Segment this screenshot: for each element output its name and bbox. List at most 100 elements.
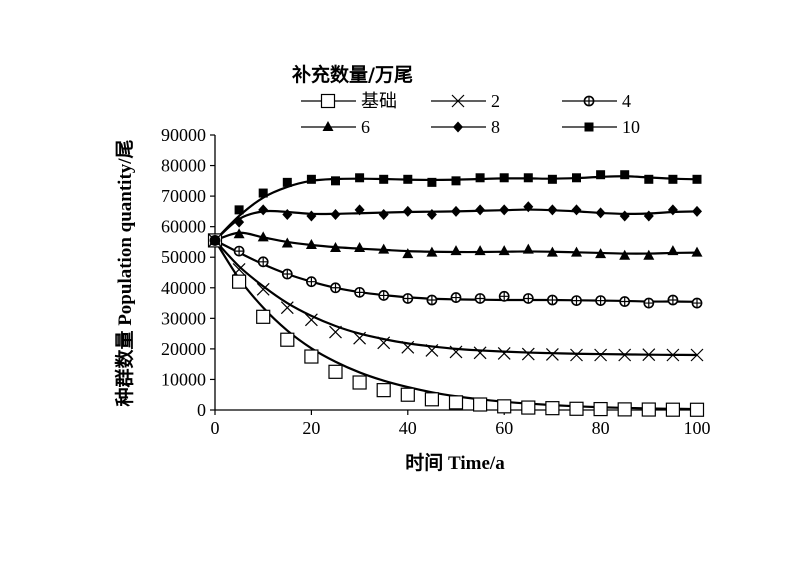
series-5-point [355, 173, 365, 183]
series-3-point [354, 242, 366, 253]
series-0-point [280, 332, 295, 347]
series-2-point [378, 290, 390, 301]
series-0-point [400, 387, 415, 402]
series-5-point [668, 174, 678, 184]
legend-marker-5 [584, 122, 594, 132]
y-axis-label: 种群数量 Population quantity/尾 [113, 139, 136, 407]
series-4-point [451, 205, 461, 217]
series-0-point [617, 402, 632, 417]
series-1-point [545, 347, 559, 361]
data-markers [207, 170, 705, 417]
series-5-point [282, 177, 292, 187]
series-1-point [425, 343, 439, 357]
series-5-point [258, 188, 268, 198]
series-5-point [475, 173, 485, 183]
series-2-point [619, 296, 631, 307]
legend-label-4: 8 [491, 117, 500, 137]
series-5-point [331, 176, 340, 186]
legend-label-0: 基础 [361, 91, 397, 111]
series-4-point [667, 204, 678, 216]
series-3-point [378, 243, 390, 254]
series-3-point [233, 228, 245, 239]
series-5-point [379, 174, 389, 184]
y-tick-label: 10000 [161, 369, 206, 389]
series-5-point [210, 235, 220, 245]
series-2-point [330, 282, 341, 294]
series-3-point [450, 245, 462, 256]
series-3-point [571, 246, 582, 257]
series-2-point [233, 245, 245, 257]
series-2-point [595, 295, 606, 307]
legend-label-2: 4 [622, 91, 631, 111]
series-0-point [521, 400, 536, 415]
series-3-point [281, 237, 293, 248]
series-0-point [448, 395, 464, 410]
series-0-point [424, 392, 439, 407]
x-tick-label: 100 [684, 418, 711, 438]
series-1-point [377, 336, 391, 350]
series-1-point [329, 325, 342, 339]
series-0-point [232, 274, 247, 289]
series-1-point [690, 348, 704, 362]
y-tick-label: 60000 [161, 217, 206, 237]
series-4-point [354, 204, 365, 216]
series-0-point [376, 383, 391, 398]
series-5-point [427, 177, 437, 187]
series-3-point [619, 249, 631, 260]
series-4-point [258, 204, 269, 216]
series-0-point [473, 397, 488, 412]
series-1-point [594, 348, 608, 362]
series-5-point [547, 174, 557, 184]
series-1-point [642, 348, 656, 362]
legend-label-1: 2 [491, 91, 500, 111]
series-5-point [523, 173, 533, 183]
series-4-point [282, 208, 293, 220]
series-1-point [521, 347, 535, 361]
series-0-point [665, 402, 681, 417]
series-5-point [692, 174, 702, 184]
series-4-point [426, 208, 437, 220]
series-5-point [451, 176, 461, 186]
series-2-point [474, 293, 486, 304]
series-5-point [596, 170, 606, 180]
x-axis-label: 时间 Time/a [405, 452, 505, 474]
series-4-point [619, 210, 630, 222]
series-5-point [499, 173, 509, 183]
legend: 基础 2 4 6 8 10 [301, 91, 640, 137]
series-1-point [304, 313, 318, 327]
series-4-point [692, 205, 702, 217]
series-2-point [426, 294, 438, 306]
series-1-point [401, 340, 415, 354]
series-5-point [403, 174, 413, 184]
series-4-point [402, 205, 413, 217]
series-3-point [498, 245, 510, 256]
series-3-point [330, 242, 341, 253]
series-1-point [353, 331, 367, 345]
series-line-1 [214, 239, 698, 357]
legend-label-3: 6 [361, 117, 370, 137]
legend-marker-3 [322, 121, 334, 131]
axes: 0 10000 20000 30000 40000 50000 60000 70000 8000… [161, 125, 711, 438]
series-0-point [256, 309, 271, 324]
series-2-point [257, 256, 269, 268]
y-tick-label: 30000 [161, 308, 206, 328]
series-1-point [280, 301, 294, 315]
series-2-point [354, 286, 365, 298]
series-4-point [330, 208, 341, 220]
series-line-0 [214, 239, 698, 411]
series-4-point [571, 204, 582, 216]
y-tick-label: 80000 [161, 156, 206, 176]
series-5-point [572, 173, 581, 183]
series-4-point [643, 210, 654, 222]
legend-marker-2 [583, 95, 595, 107]
x-tick-label: 20 [302, 418, 320, 438]
x-tick-label: 80 [592, 418, 610, 438]
series-1-point [449, 345, 463, 359]
series-4-point [499, 204, 510, 216]
series-3-point [522, 243, 534, 254]
series-1-point [256, 282, 270, 296]
series-4-point [378, 208, 389, 220]
series-0-point [304, 349, 319, 364]
series-2-point [402, 293, 414, 304]
series-1-point [570, 348, 583, 362]
